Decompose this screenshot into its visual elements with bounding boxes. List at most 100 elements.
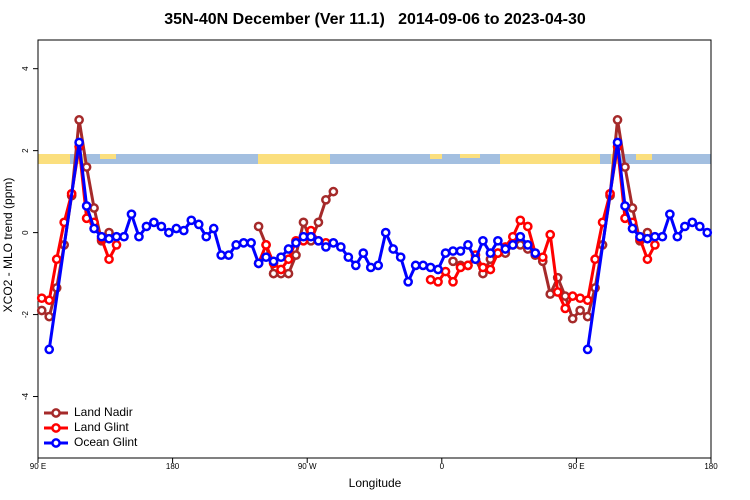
data-point bbox=[448, 276, 458, 287]
data-point bbox=[104, 254, 114, 265]
y-tick-label: -4 bbox=[21, 392, 30, 400]
y-tick-label: -2 bbox=[21, 310, 30, 318]
plot-frame bbox=[37, 39, 712, 459]
data-point bbox=[321, 194, 331, 205]
data-point bbox=[485, 264, 496, 275]
data-point bbox=[679, 221, 690, 232]
x-tick-label: 180 bbox=[704, 462, 718, 471]
data-point bbox=[410, 260, 421, 271]
data-point bbox=[268, 268, 279, 279]
data-point bbox=[238, 238, 249, 248]
data-point bbox=[657, 231, 668, 242]
data-point bbox=[81, 162, 92, 172]
land-band bbox=[460, 154, 480, 158]
data-point bbox=[702, 227, 713, 238]
data-point bbox=[493, 235, 503, 246]
y-tick-label: 2 bbox=[21, 148, 30, 153]
data-point bbox=[261, 240, 271, 250]
x-tick-label: 90 W bbox=[298, 462, 317, 471]
data-point bbox=[231, 240, 242, 250]
data-point bbox=[51, 254, 62, 265]
data-point bbox=[276, 252, 286, 263]
data-point bbox=[395, 252, 406, 263]
legend-label: Land Glint bbox=[74, 420, 129, 434]
data-point bbox=[522, 221, 533, 232]
data-point bbox=[478, 262, 488, 273]
data-point bbox=[582, 311, 593, 322]
data-point bbox=[470, 254, 481, 265]
data-point bbox=[463, 260, 473, 271]
data-point bbox=[193, 219, 204, 230]
data-point bbox=[485, 248, 496, 258]
data-point bbox=[111, 240, 122, 250]
data-point bbox=[336, 242, 346, 252]
data-point bbox=[575, 305, 585, 316]
legend-marker bbox=[51, 438, 61, 448]
data-point bbox=[560, 303, 571, 314]
data-point bbox=[74, 115, 84, 125]
data-point bbox=[313, 217, 324, 228]
data-point bbox=[201, 231, 212, 242]
data-point bbox=[104, 233, 114, 244]
y-tick-label: 4 bbox=[21, 66, 30, 71]
data-point bbox=[44, 344, 55, 355]
x-tick-label: 180 bbox=[166, 462, 180, 471]
x-axis-label: Longitude bbox=[349, 476, 402, 490]
data-point bbox=[291, 250, 301, 260]
land-band bbox=[258, 154, 330, 164]
data-point bbox=[343, 252, 354, 263]
x-tick-label: 90 E bbox=[568, 462, 584, 471]
data-point bbox=[36, 305, 47, 316]
data-point bbox=[403, 276, 413, 287]
data-point bbox=[582, 344, 593, 355]
data-point bbox=[36, 293, 47, 304]
data-point bbox=[612, 115, 623, 125]
chart-title: 35N-40N December (Ver 11.1) 2014-09-06 t… bbox=[164, 11, 586, 28]
data-point bbox=[455, 262, 466, 273]
data-point bbox=[149, 217, 159, 228]
data-point bbox=[365, 262, 376, 273]
data-point bbox=[186, 215, 197, 226]
data-point bbox=[216, 250, 227, 260]
data-point bbox=[567, 291, 578, 301]
data-point bbox=[178, 225, 189, 236]
data-point bbox=[141, 221, 152, 232]
data-point bbox=[545, 289, 556, 299]
data-point bbox=[515, 231, 526, 242]
legend-marker bbox=[51, 423, 61, 433]
data-point bbox=[537, 252, 548, 263]
data-point bbox=[515, 240, 526, 250]
data-point bbox=[208, 223, 219, 234]
data-point bbox=[283, 244, 294, 254]
data-point bbox=[74, 137, 84, 148]
data-point bbox=[380, 227, 391, 238]
data-point bbox=[253, 258, 264, 269]
data-point bbox=[545, 229, 556, 240]
data-point bbox=[291, 238, 301, 248]
series-line bbox=[47, 140, 709, 350]
data-point bbox=[171, 223, 182, 234]
data-point bbox=[246, 238, 256, 248]
data-point bbox=[306, 231, 316, 242]
data-point bbox=[81, 201, 92, 211]
data-point bbox=[328, 238, 339, 248]
data-point bbox=[134, 231, 144, 242]
data-point bbox=[507, 231, 518, 242]
series-line bbox=[41, 145, 657, 310]
data-point bbox=[560, 291, 571, 301]
ocean-band bbox=[38, 154, 711, 164]
y-tick-label: 0 bbox=[21, 230, 30, 235]
land-band bbox=[636, 154, 652, 160]
data-point bbox=[425, 262, 436, 273]
data-point bbox=[388, 244, 399, 254]
data-point bbox=[350, 260, 361, 271]
data-point bbox=[635, 231, 645, 242]
land-band bbox=[430, 154, 442, 159]
data-point bbox=[44, 295, 55, 306]
data-point bbox=[89, 203, 99, 213]
data-point bbox=[650, 231, 660, 242]
legend-label: Land Nadir bbox=[74, 405, 133, 419]
data-point bbox=[298, 231, 309, 242]
data-point bbox=[223, 250, 234, 260]
